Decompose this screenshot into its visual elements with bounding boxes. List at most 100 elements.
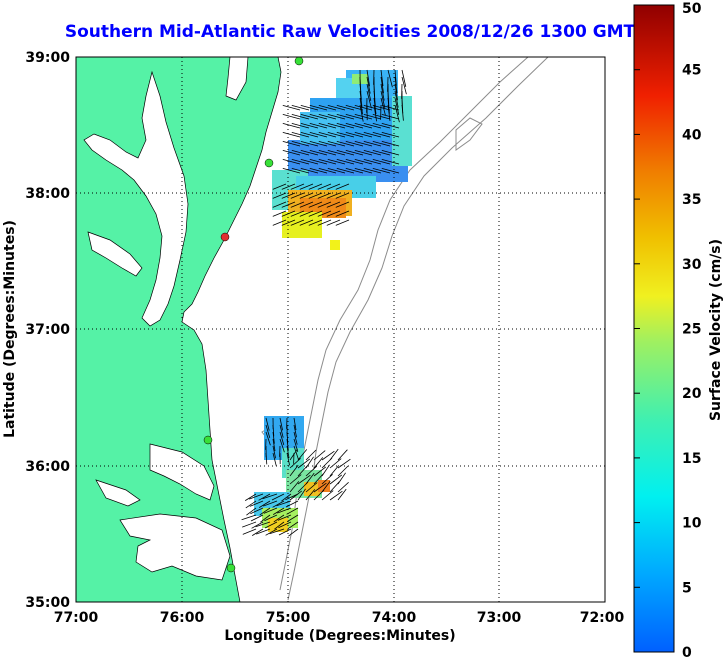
current-vector [337,449,348,461]
current-vector [282,168,301,174]
current-vector [277,514,292,521]
current-vector [394,97,400,115]
current-vector [290,201,305,208]
current-vector [300,105,319,111]
current-vector [318,159,337,165]
current-vector [345,168,364,174]
current-vector [279,431,285,446]
current-vector [337,458,351,469]
current-vector [326,183,341,190]
y-tick-label: 39:00 [25,50,70,66]
current-vector [263,507,278,514]
current-vector [265,528,278,536]
station-marker [264,158,274,168]
current-vector [363,123,382,129]
current-vector [326,219,341,226]
colorbar-tick-label: 25 [682,322,701,338]
current-vector [354,114,373,120]
current-vector [345,132,364,138]
x-tick-label: 72:00 [580,610,625,626]
y-tick-label: 37:00 [25,322,70,338]
current-vector [337,488,347,501]
current-vector [337,472,346,485]
y-axis: 35:00 36:00 37:00 38:00 39:00 Latitude (… [2,50,70,611]
current-vector [289,448,298,461]
current-vector [289,458,301,469]
current-vector [354,168,373,174]
current-vector [366,90,372,109]
current-vector [317,219,332,226]
current-vector [345,159,364,165]
current-vector [387,69,393,88]
colorbar [633,4,675,653]
current-vector [242,521,257,528]
current-vectors [241,69,407,537]
current-vector [336,141,355,147]
current-vector [281,201,296,208]
current-vector [354,141,373,147]
current-vector [300,159,319,165]
current-vector [281,183,296,190]
current-vector [317,201,332,208]
current-vector [291,123,310,129]
current-vector [272,192,287,199]
current-vector [401,76,407,95]
current-vector [265,431,271,446]
current-vector [299,210,314,217]
current-vector [381,141,400,147]
current-vector [317,192,332,199]
x-tick-label: 75:00 [266,610,311,626]
current-vector [313,466,327,477]
current-vector [345,141,364,147]
current-vector [345,123,364,129]
current-vector [256,528,271,535]
x-axis-label: Longitude (Degrees:Minutes) [224,628,455,644]
current-vector [321,480,331,493]
current-vector [327,105,346,111]
current-vector [297,458,311,469]
current-vector [372,114,391,120]
current-vector [282,132,301,138]
current-vector [278,528,292,536]
current-vector [286,445,290,459]
current-vector [293,431,298,445]
current-vector [305,466,317,477]
current-vector [327,168,346,174]
current-vector [318,168,337,174]
current-vector [276,500,292,507]
current-vector [327,150,346,156]
current-vector [335,210,350,217]
current-vector [279,438,285,453]
current-vector [394,76,398,94]
current-vector [337,465,349,477]
current-vector [309,159,328,165]
current-vector [289,481,300,493]
colorbar-tick-label: 35 [682,192,701,208]
current-vector [281,219,296,226]
current-vector [380,83,385,101]
current-vector [336,150,355,156]
current-vector [293,417,297,431]
current-vector [286,452,290,466]
current-vector [272,210,287,217]
station-markers [203,56,304,573]
current-vector [327,141,346,147]
colorbar-tick-label: 30 [682,257,702,273]
current-vector [318,141,337,147]
current-vector [305,449,317,461]
current-vector [313,473,324,485]
current-vector [249,500,264,507]
colorbar-tick-label: 5 [682,580,692,596]
current-vector [335,201,350,208]
current-vector [260,514,271,523]
current-vector [363,132,382,138]
current-vector [289,464,299,477]
current-vector [272,431,275,444]
current-vector [321,464,330,477]
y-tick-label: 35:00 [25,595,70,611]
current-vector [394,104,400,123]
current-vector [359,83,362,100]
current-vector [272,438,276,452]
current-vector [336,123,355,129]
